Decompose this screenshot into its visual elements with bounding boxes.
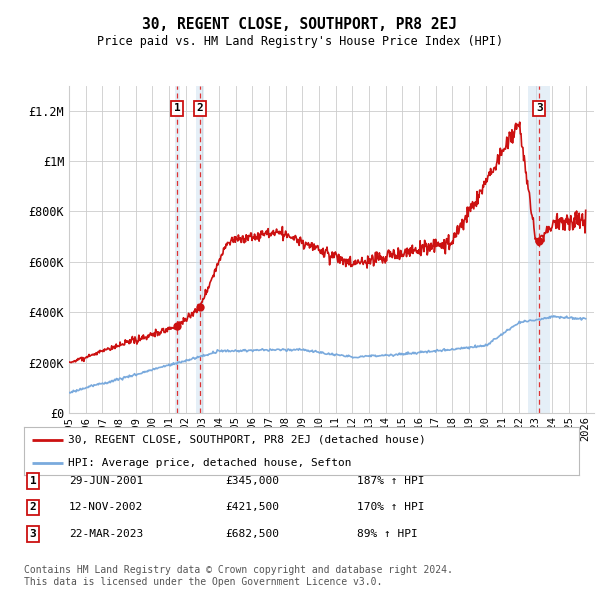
Text: 1: 1 [29,476,37,486]
Text: Contains HM Land Registry data © Crown copyright and database right 2024.
This d: Contains HM Land Registry data © Crown c… [24,565,453,587]
Text: 12-NOV-2002: 12-NOV-2002 [69,503,143,512]
Bar [196,86,205,413]
Text: 187% ↑ HPI: 187% ↑ HPI [357,476,425,486]
Text: £421,500: £421,500 [225,503,279,512]
Bar [175,86,179,413]
Text: 22-MAR-2023: 22-MAR-2023 [69,529,143,539]
Text: Price paid vs. HM Land Registry's House Price Index (HPI): Price paid vs. HM Land Registry's House … [97,35,503,48]
Text: 30, REGENT CLOSE, SOUTHPORT, PR8 2EJ: 30, REGENT CLOSE, SOUTHPORT, PR8 2EJ [143,17,458,31]
Text: 170% ↑ HPI: 170% ↑ HPI [357,503,425,512]
Text: £345,000: £345,000 [225,476,279,486]
Text: 2: 2 [197,103,203,113]
Text: 3: 3 [29,529,37,539]
Text: 1: 1 [174,103,181,113]
Text: 89% ↑ HPI: 89% ↑ HPI [357,529,418,539]
Text: 30, REGENT CLOSE, SOUTHPORT, PR8 2EJ (detached house): 30, REGENT CLOSE, SOUTHPORT, PR8 2EJ (de… [68,435,426,445]
Text: 29-JUN-2001: 29-JUN-2001 [69,476,143,486]
Text: 3: 3 [536,103,543,113]
Bar [529,86,550,413]
Text: £682,500: £682,500 [225,529,279,539]
Text: HPI: Average price, detached house, Sefton: HPI: Average price, detached house, Seft… [68,458,352,468]
Text: 2: 2 [29,503,37,512]
